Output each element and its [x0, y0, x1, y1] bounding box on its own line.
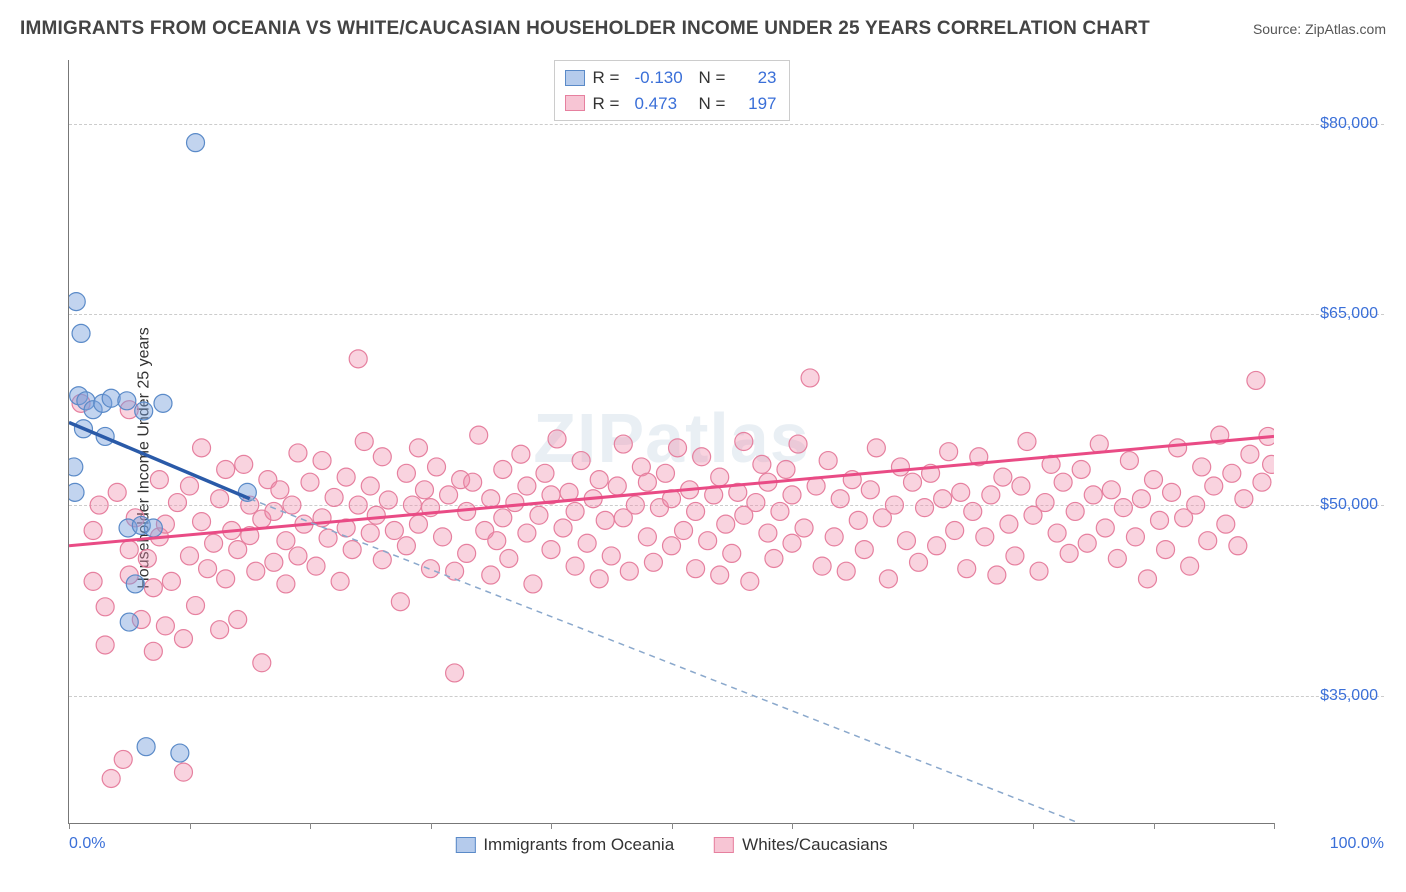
legend-R-blue: -0.130 — [635, 65, 691, 91]
chart-title: IMMIGRANTS FROM OCEANIA VS WHITE/CAUCASI… — [20, 18, 1150, 40]
source-label: Source: ZipAtlas.com — [1253, 21, 1386, 37]
swatch-blue-icon — [455, 837, 475, 853]
swatch-pink-icon — [565, 95, 585, 111]
plot-area: ZIPatlas R = -0.130 N = 23 R = 0.473 N =… — [68, 60, 1274, 824]
legend-R-label2: R = — [593, 91, 627, 117]
x-axis-end-label: 100.0% — [1330, 835, 1384, 853]
legend-row-pink: R = 0.473 N = 197 — [565, 91, 777, 117]
legend-N-pink: 197 — [741, 91, 777, 117]
swatch-blue-icon — [565, 70, 585, 86]
scatter-svg — [69, 60, 1274, 823]
chart-header: IMMIGRANTS FROM OCEANIA VS WHITE/CAUCASI… — [20, 18, 1386, 40]
legend-N-label: N = — [699, 65, 733, 91]
correlation-legend: R = -0.130 N = 23 R = 0.473 N = 197 — [554, 60, 790, 121]
legend-R-label: R = — [593, 65, 627, 91]
chart-container: Householder Income Under 25 years ZIPatl… — [20, 52, 1384, 864]
legend-blue-label: Immigrants from Oceania — [483, 835, 674, 855]
y-tick-label: $35,000 — [1284, 687, 1378, 705]
legend-item-blue: Immigrants from Oceania — [455, 835, 674, 855]
legend-row-blue: R = -0.130 N = 23 — [565, 65, 777, 91]
series-legend: Immigrants from Oceania Whites/Caucasian… — [455, 835, 887, 855]
y-tick-label: $80,000 — [1284, 115, 1378, 133]
y-tick-label: $50,000 — [1284, 496, 1378, 514]
legend-N-blue: 23 — [741, 65, 777, 91]
legend-item-pink: Whites/Caucasians — [714, 835, 888, 855]
legend-R-pink: 0.473 — [635, 91, 691, 117]
legend-pink-label: Whites/Caucasians — [742, 835, 888, 855]
swatch-pink-icon — [714, 837, 734, 853]
x-axis-start-label: 0.0% — [69, 835, 105, 853]
legend-N-label2: N = — [699, 91, 733, 117]
y-tick-label: $65,000 — [1284, 305, 1378, 323]
